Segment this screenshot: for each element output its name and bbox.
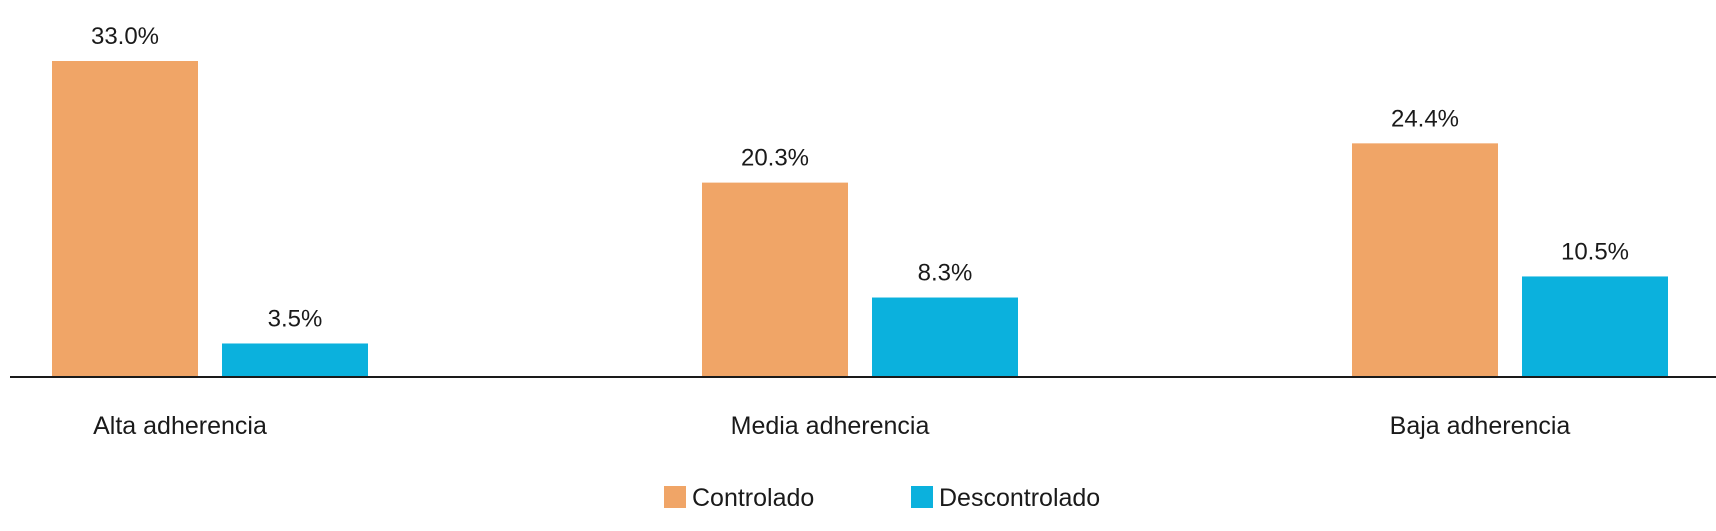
bar-alta-adherencia-descontrolado [222,343,368,377]
bars-group [52,61,1668,377]
bar-media-adherencia-controlado [702,182,848,377]
legend: Controlado Descontrolado [664,484,1100,512]
legend-label-controlado: Controlado [692,484,814,512]
value-label-media-adherencia-controlado: 20.3% [741,145,809,172]
category-label-alta-adherencia: Alta adherencia [93,412,267,440]
bar-media-adherencia-descontrolado [872,297,1018,377]
value-label-media-adherencia-descontrolado: 8.3% [918,260,973,287]
category-label-baja-adherencia: Baja adherencia [1390,412,1571,440]
bar-alta-adherencia-controlado [52,61,198,377]
bar-baja-adherencia-descontrolado [1522,276,1668,377]
value-label-baja-adherencia-controlado: 24.4% [1391,105,1459,132]
value-labels-group: 33.0% 3.5% 20.3% 8.3% 24.4% 10.5% [91,23,1629,332]
category-label-media-adherencia: Media adherencia [731,412,930,440]
legend-label-descontrolado: Descontrolado [939,484,1100,512]
legend-swatch-descontrolado [911,486,933,508]
value-label-baja-adherencia-descontrolado: 10.5% [1561,238,1629,265]
legend-swatch-controlado [664,486,686,508]
value-label-alta-adherencia-descontrolado: 3.5% [268,305,323,332]
bar-baja-adherencia-controlado [1352,143,1498,377]
value-label-alta-adherencia-controlado: 33.0% [91,23,159,50]
category-labels-group: Alta adherencia Media adherencia Baja adhe… [93,412,1570,440]
